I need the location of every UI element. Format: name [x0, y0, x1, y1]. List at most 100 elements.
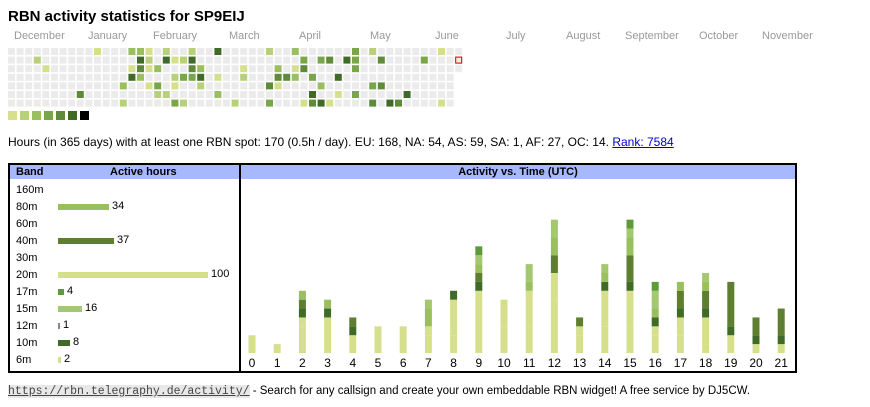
- calendar-day: [446, 56, 454, 64]
- calendar-day: [240, 99, 248, 107]
- x-tick-label: 3: [324, 356, 331, 370]
- calendar-day: [248, 48, 256, 55]
- calendar-day-active: [420, 56, 428, 64]
- bar-segment: [324, 308, 332, 318]
- calendar-day-active: [162, 91, 170, 98]
- calendar-day: [188, 99, 196, 107]
- calendar-day: [343, 82, 351, 90]
- calendar-day: [16, 65, 24, 73]
- calendar-day: [8, 82, 15, 90]
- calendar-day-active: [369, 99, 377, 107]
- bar-segment: [273, 344, 281, 353]
- calendar-day: [102, 99, 110, 107]
- calendar-day: [248, 73, 256, 81]
- calendar-day: [386, 48, 394, 55]
- calendar-day: [111, 56, 119, 64]
- calendar-day: [33, 82, 41, 90]
- bar-segment: [601, 264, 609, 273]
- calendar-day: [266, 65, 273, 73]
- bar-segment: [349, 335, 357, 353]
- bar-segment: [576, 335, 584, 353]
- rank-link[interactable]: Rank: 7584: [612, 135, 674, 149]
- calendar-day-active: [137, 56, 144, 64]
- calendar-day-active: [291, 65, 299, 73]
- band-label: 15m: [16, 303, 38, 315]
- bar-segment: [550, 237, 558, 256]
- calendar-day: [102, 73, 110, 81]
- calendar-day: [352, 82, 359, 90]
- calendar-day: [248, 56, 256, 64]
- calendar-day: [102, 91, 110, 98]
- bar-segment: [702, 281, 710, 291]
- calendar-day: [455, 56, 463, 64]
- calendar-day-active: [300, 56, 308, 64]
- calendar-day: [386, 73, 394, 81]
- calendar-day: [395, 56, 402, 64]
- calendar-day: [68, 48, 76, 55]
- calendar-day-active: [154, 65, 162, 73]
- legend-swatch: [44, 111, 53, 120]
- calendar-day: [42, 48, 50, 55]
- band-hours-value: 4: [67, 285, 74, 297]
- page-title: RBN activity statistics for SP9EIJ: [8, 8, 245, 25]
- calendar-day: [223, 65, 230, 73]
- bar-segment: [727, 281, 735, 327]
- band-hours-value: 8: [73, 336, 80, 348]
- calendar-day-active: [188, 65, 196, 73]
- band-hours-value: 34: [112, 200, 125, 212]
- summary-text: Hours (in 365 days) with at least one RB…: [8, 135, 609, 149]
- calendar-day: [85, 99, 93, 107]
- x-tick-label: 17: [674, 356, 688, 370]
- band-hours-bar: [58, 238, 114, 244]
- calendar-day: [33, 99, 41, 107]
- calendar-day: [59, 99, 67, 107]
- calendar-day: [25, 73, 33, 81]
- calendar-day: [291, 99, 299, 107]
- calendar-day: [171, 48, 179, 55]
- legend-swatch: [20, 111, 29, 120]
- bar-segment: [651, 326, 659, 336]
- legend-swatch: [68, 111, 77, 120]
- calendar-day: [25, 56, 33, 64]
- footer-url-link[interactable]: https://rbn.telegraphy.de/activity/: [8, 385, 250, 398]
- calendar-day: [111, 82, 119, 90]
- calendar-day: [386, 65, 394, 73]
- calendar-day: [51, 91, 58, 98]
- calendar-day-active: [94, 48, 101, 55]
- calendar-day-active: [352, 91, 359, 98]
- calendar-day: [162, 82, 170, 90]
- calendar-day-active: [352, 65, 359, 73]
- calendar-day: [214, 82, 222, 90]
- calendar-day: [420, 65, 428, 73]
- calendar-day: [300, 48, 308, 55]
- band-row-160m: 160m: [10, 182, 240, 199]
- bar-segment: [702, 344, 710, 353]
- band-row-80m: 80m 34: [10, 199, 240, 216]
- band-panel-header: Band Active hours: [10, 165, 240, 179]
- calendar-day: [283, 82, 291, 90]
- calendar-day: [154, 56, 162, 64]
- calendar-day: [16, 82, 24, 90]
- calendar-day: [395, 73, 402, 81]
- calendar-day-active: [309, 91, 316, 98]
- calendar-day: [59, 73, 67, 81]
- calendar-day-active: [240, 73, 248, 81]
- calendar-day: [240, 56, 248, 64]
- calendar-day: [128, 99, 136, 107]
- calendar-day: [291, 56, 299, 64]
- x-tick-label: 8: [450, 356, 457, 370]
- month-label: February: [153, 30, 198, 42]
- calendar-day: [85, 73, 93, 81]
- calendar-day: [119, 56, 127, 64]
- calendar-day: [386, 82, 394, 90]
- bar-segment: [702, 308, 710, 318]
- calendar-day-active: [317, 56, 325, 64]
- band-row-12m: 12m 1: [10, 318, 240, 335]
- calendar-day: [214, 65, 222, 73]
- band-hours-value: 2: [64, 353, 71, 365]
- calendar-day: [145, 91, 153, 98]
- calendar-day: [223, 99, 230, 107]
- calendar-day: [180, 91, 187, 98]
- calendar-day: [429, 65, 437, 73]
- calendar-day: [420, 91, 428, 98]
